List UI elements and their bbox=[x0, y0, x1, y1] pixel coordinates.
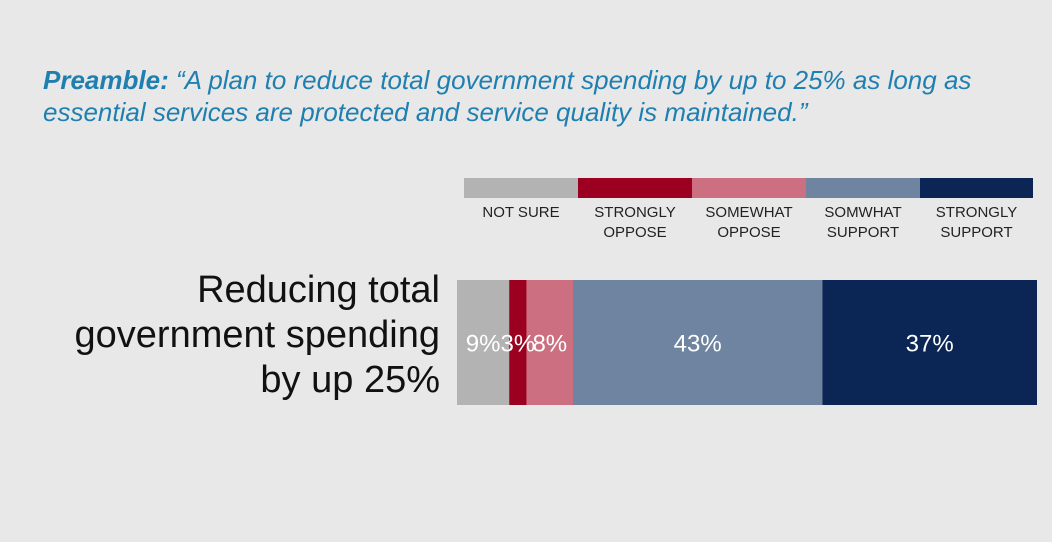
data-label: 9% bbox=[466, 331, 501, 358]
legend-swatch bbox=[806, 178, 920, 198]
legend-label: STRONGLY SUPPORT bbox=[935, 204, 1018, 241]
legend-item-strongly-oppose: STRONGLY OPPOSE bbox=[578, 178, 692, 243]
legend-label: SOMEWHAT OPPOSE bbox=[705, 204, 793, 241]
legend-item-somewhat-oppose: SOMEWHAT OPPOSE bbox=[692, 178, 806, 243]
data-label: 37% bbox=[906, 331, 954, 358]
legend-swatch bbox=[692, 178, 806, 198]
legend-label: NOT SURE bbox=[482, 204, 560, 221]
legend-label: STRONGLY OPPOSE bbox=[594, 204, 676, 241]
legend-item-somewhat-support: SOMWHAT SUPPORT bbox=[806, 178, 920, 243]
bar-segment-somwhat-support bbox=[573, 280, 823, 405]
preamble: Preamble: “A plan to reduce total govern… bbox=[43, 64, 1033, 128]
data-label: 3% bbox=[501, 331, 536, 358]
data-label: 43% bbox=[674, 331, 722, 358]
legend-item-strongly-support: STRONGLY SUPPORT bbox=[920, 178, 1033, 243]
legend: NOT SURE STRONGLY OPPOSE SOMEWHAT OPPOSE… bbox=[464, 178, 1033, 243]
bar-segment-strongly-oppose bbox=[509, 280, 527, 405]
preamble-lead: Preamble: bbox=[43, 65, 169, 95]
legend-swatch bbox=[578, 178, 692, 198]
legend-swatch bbox=[464, 178, 578, 198]
bar-segment-somewhat-oppose bbox=[526, 280, 573, 405]
bar-segment-not-sure bbox=[457, 280, 510, 405]
legend-item-not-sure: NOT SURE bbox=[464, 178, 578, 243]
data-label: 8% bbox=[532, 331, 567, 358]
row-label: Reducing total government spending by up… bbox=[74, 269, 440, 401]
bar-segment-strongly-support bbox=[822, 280, 1037, 405]
legend-swatch bbox=[920, 178, 1033, 198]
preamble-text: “A plan to reduce total government spend… bbox=[43, 65, 972, 127]
legend-label: SOMWHAT SUPPORT bbox=[824, 204, 902, 241]
